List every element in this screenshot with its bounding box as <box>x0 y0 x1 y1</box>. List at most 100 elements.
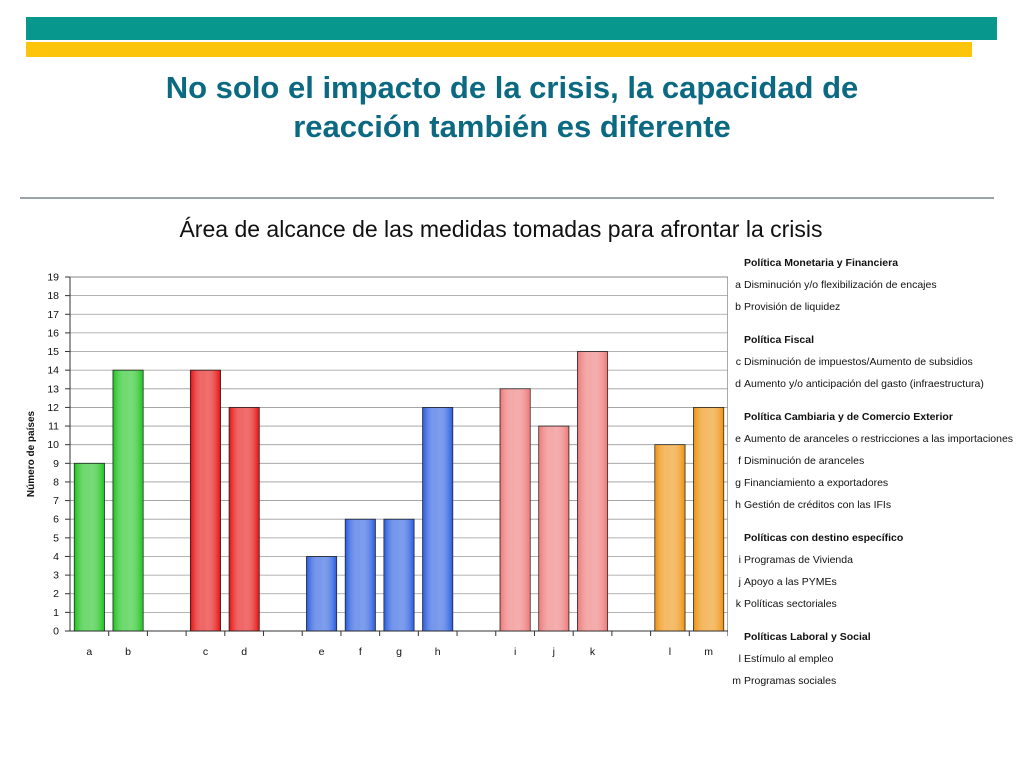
legend-label: Apoyo a las PYMEs <box>744 576 837 588</box>
x-tick-label-h: h <box>435 646 441 658</box>
legend-key: c <box>735 356 741 368</box>
legend-label: Programas sociales <box>744 675 837 687</box>
y-tick-label: 6 <box>53 514 59 526</box>
legend-key: k <box>735 598 741 610</box>
x-tick-label-a: a <box>86 646 92 658</box>
legend-label: Programas de Vivienda <box>744 554 853 566</box>
chart-title: Área de alcance de las medidas tomadas p… <box>179 216 823 242</box>
legend-label: Financiamiento a exportadores <box>744 477 889 489</box>
y-axis-label: Número de países <box>26 410 37 497</box>
legend-key: j <box>738 576 741 588</box>
slide-title: No solo el impacto de la crisis, la capa… <box>165 70 859 144</box>
legend-key: e <box>735 433 741 445</box>
bar-shade-h <box>423 407 453 631</box>
legend-label: Aumento y/o anticipación del gasto (infr… <box>744 378 984 390</box>
y-tick-label: 7 <box>53 495 59 507</box>
legend-group-title: Política Cambiaria y de Comercio Exterio… <box>744 411 953 423</box>
y-tick-label: 8 <box>53 476 59 488</box>
bar-shade-a <box>74 463 104 631</box>
legend-item-m: m Programas sociales <box>728 670 1018 692</box>
y-tick-label: 12 <box>47 402 59 414</box>
x-tick-label-i: i <box>514 646 516 658</box>
bar-shade-f <box>345 519 375 631</box>
x-tick-label-k: k <box>590 646 596 658</box>
header-teal-band <box>26 17 997 40</box>
legend-group: Políticas Laboral y Social l Estímulo al e… <box>728 626 1018 692</box>
x-tick-label-j: j <box>552 646 555 658</box>
legend-label: Gestión de créditos con las IFIs <box>744 499 892 511</box>
legend-group: Política Fiscal c Disminución de impuestos… <box>728 329 1018 395</box>
legend-label: Provisión de liquidez <box>744 301 841 313</box>
header-yellow-band <box>26 42 972 57</box>
x-tick-label-b: b <box>125 646 131 658</box>
legend-item-i: i Programas de Vivienda <box>728 549 1018 571</box>
legend-key: g <box>735 477 741 489</box>
legend-label: Disminución de aranceles <box>744 455 865 467</box>
bar-shade-g <box>384 519 414 631</box>
y-tick-label: 5 <box>53 532 59 544</box>
bar-shade-e <box>306 556 337 631</box>
legend-group-title: Política Monetaria y Financiera <box>744 257 899 269</box>
legend-label: Estímulo al empleo <box>744 653 834 665</box>
legend-key: i <box>738 554 741 566</box>
bar-shade-l <box>655 445 685 631</box>
y-tick-label: 10 <box>47 439 59 451</box>
legend-key: a <box>735 279 741 291</box>
x-tick-label-l: l <box>669 646 671 658</box>
y-tick-label: 16 <box>47 327 59 339</box>
bar-shade-d <box>229 407 259 631</box>
x-tick-label-f: f <box>359 646 362 658</box>
y-tick-label: 4 <box>53 551 59 563</box>
legend-label: Aumento de aranceles o restricciones a l… <box>744 433 1014 445</box>
y-tick-label: 0 <box>53 626 59 638</box>
legend-item-h: h Gestión de créditos con las IFIs <box>728 494 1018 516</box>
y-tick-label: 2 <box>53 588 59 600</box>
legend-group-title: Política Fiscal <box>744 334 815 346</box>
title-divider <box>20 197 994 199</box>
legend-item-b: b Provisión de liquidez <box>728 296 1018 318</box>
y-tick-label: 13 <box>47 383 59 395</box>
legend-item-j: j Apoyo a las PYMEs <box>728 571 1018 593</box>
x-tick-label-g: g <box>396 646 402 658</box>
x-tick-label-c: c <box>203 646 208 658</box>
legend-key: l <box>738 653 741 665</box>
legend-item-g: g Financiamiento a exportadores <box>728 472 1018 494</box>
y-tick-label: 15 <box>47 346 59 358</box>
legend-key: f <box>738 455 741 467</box>
legend-item-k: k Políticas sectoriales <box>728 593 1018 615</box>
bar-shade-m <box>694 407 724 631</box>
bar-shade-c <box>190 370 221 631</box>
legend-group-title: Políticas Laboral y Social <box>744 631 871 643</box>
bar-shade-b <box>113 370 143 631</box>
bar-shade-k <box>577 352 608 631</box>
legend-item-d: d Aumento y/o anticipación del gasto (inf… <box>728 373 1018 395</box>
legend-label: Disminución de impuestos/Aumento de subs… <box>744 356 973 368</box>
bar-shade-i <box>500 389 530 631</box>
legend-key: b <box>735 301 741 313</box>
y-tick-label: 19 <box>47 272 59 284</box>
bar-shade-j <box>539 426 569 631</box>
legend-label: Disminución y/o flexibilización de encaj… <box>744 279 937 291</box>
y-tick-label: 17 <box>47 309 59 321</box>
legend-item-a: a Disminución y/o flexibilización de enca… <box>728 274 1018 296</box>
legend-key: h <box>735 499 741 511</box>
y-tick-label: 3 <box>53 570 59 582</box>
y-tick-label: 11 <box>48 421 59 433</box>
legend-group-title: Políticas con destino específico <box>744 532 904 544</box>
legend-group: Política Monetaria y Financiera a Disminuc… <box>728 252 1018 318</box>
x-tick-label-d: d <box>241 646 247 658</box>
x-tick-label-m: m <box>704 646 713 658</box>
y-tick-label: 18 <box>47 290 59 302</box>
y-tick-label: 1 <box>53 607 59 619</box>
y-tick-label: 9 <box>53 458 59 470</box>
chart-legend: Política Monetaria y Financiera a Disminuc… <box>728 252 1018 703</box>
legend-group: Políticas con destino específico i Program… <box>728 527 1018 615</box>
legend-item-l: l Estímulo al empleo <box>728 648 1018 670</box>
legend-item-e: e Aumento de aranceles o restricciones a … <box>728 428 1018 450</box>
legend-item-c: c Disminución de impuestos/Aumento de sub… <box>728 351 1018 373</box>
legend-key: m <box>732 675 741 687</box>
legend-item-f: f Disminución de aranceles <box>728 450 1018 472</box>
legend-key: d <box>735 378 741 390</box>
legend-group: Política Cambiaria y de Comercio Exterio… <box>728 406 1018 516</box>
